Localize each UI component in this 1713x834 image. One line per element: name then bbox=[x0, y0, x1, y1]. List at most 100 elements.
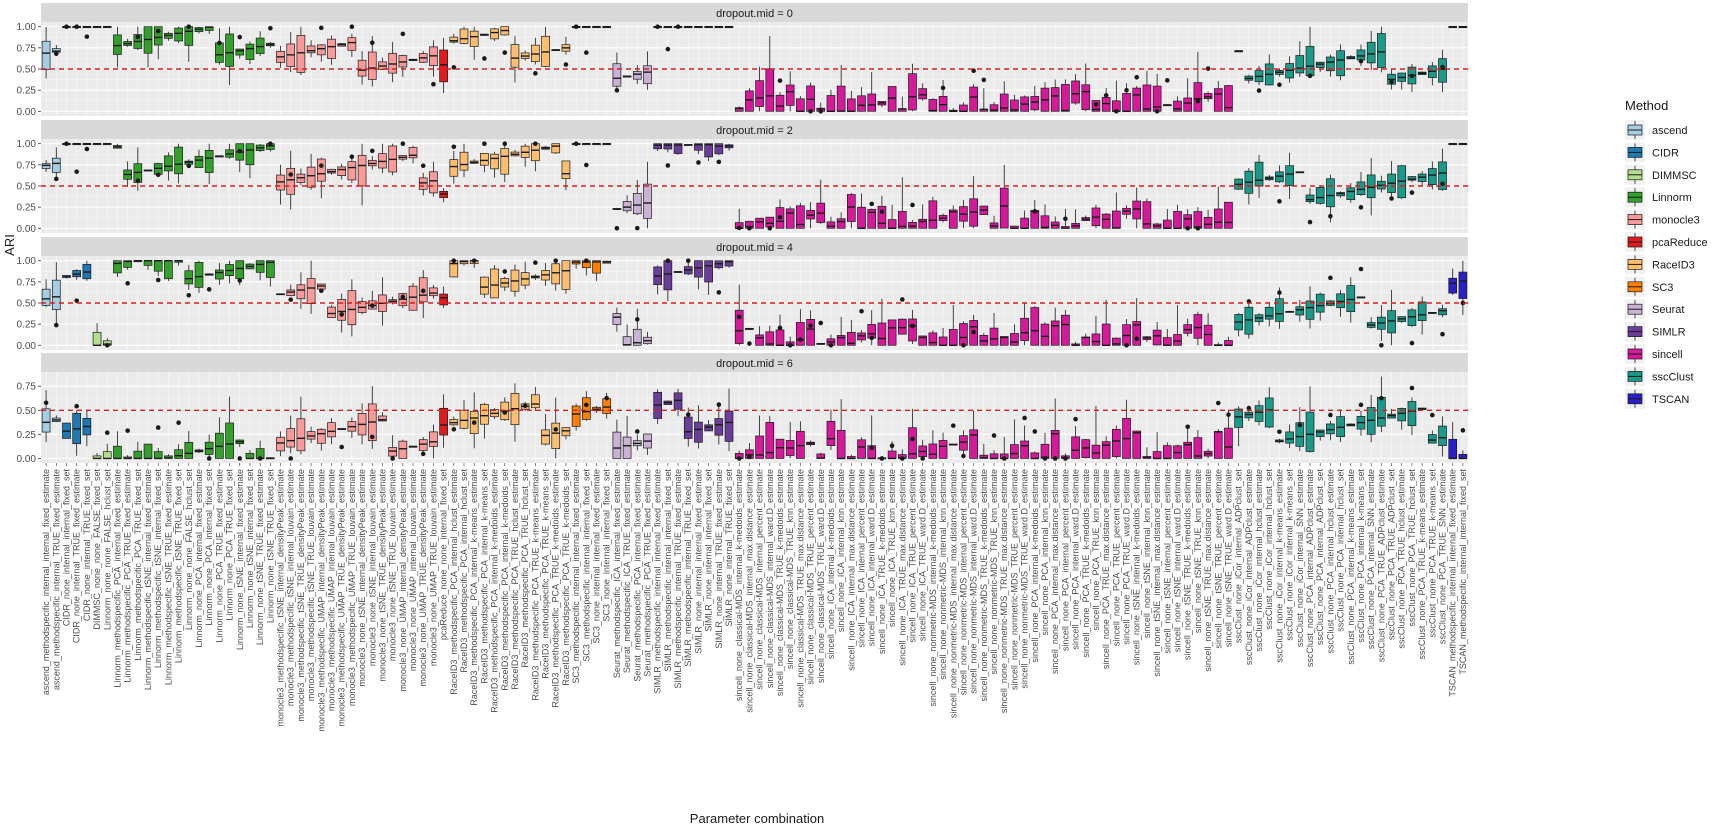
box-body bbox=[1407, 309, 1417, 326]
box-body bbox=[459, 28, 469, 44]
box bbox=[663, 258, 673, 302]
box bbox=[1234, 312, 1243, 337]
box-body bbox=[1071, 80, 1080, 104]
box-outlier bbox=[1409, 73, 1415, 79]
box bbox=[123, 428, 132, 460]
box bbox=[1132, 298, 1142, 346]
x-tick-label: sincell_none_classical-MDS_internal_max.… bbox=[744, 469, 754, 713]
x-tick-label: sincell_none_nonmetric-MDS_internal_max.… bbox=[948, 469, 958, 718]
box bbox=[1020, 210, 1029, 230]
box bbox=[367, 36, 377, 87]
box bbox=[1193, 207, 1203, 231]
box-body bbox=[1448, 277, 1458, 294]
box-body bbox=[948, 329, 958, 346]
box-outlier bbox=[237, 278, 243, 283]
x-tick-label: SIMLR_methodspecific_internal_TRUE_fixed… bbox=[683, 469, 693, 667]
box bbox=[1438, 148, 1447, 191]
box bbox=[755, 217, 764, 229]
box bbox=[847, 192, 856, 229]
x-tick-label: sscClust_none_PCA_TRUE_k-means_set bbox=[1427, 469, 1437, 638]
box-outlier bbox=[471, 420, 477, 425]
x-tick-label: sincell_none_tSNE_TRUE_max.distance_esti… bbox=[1203, 469, 1213, 672]
box bbox=[1305, 386, 1315, 453]
x-tick-label: monocle3_none_tSNE_internal_louvain_esti… bbox=[367, 469, 377, 666]
box bbox=[480, 402, 489, 439]
x-tick-label: SIMLR_methodspecific_internal_internal_f… bbox=[663, 469, 673, 672]
box-outlier bbox=[369, 303, 375, 308]
box-body bbox=[622, 436, 632, 459]
box-outlier bbox=[747, 454, 752, 460]
box bbox=[316, 25, 326, 62]
box bbox=[194, 26, 204, 34]
box-outlier bbox=[533, 260, 538, 265]
box bbox=[1448, 421, 1458, 460]
box bbox=[1458, 428, 1468, 460]
legend: Method ascend CIDR DIMMSC Linnorm monocle3 pc… bbox=[1625, 98, 1708, 409]
box-body bbox=[306, 166, 316, 188]
box-outlier bbox=[777, 325, 783, 331]
box bbox=[989, 215, 999, 229]
box-outlier bbox=[522, 403, 528, 409]
box bbox=[133, 147, 143, 191]
box bbox=[164, 152, 173, 181]
box-body bbox=[887, 450, 897, 459]
box-body bbox=[1183, 97, 1193, 112]
box-outlier bbox=[573, 141, 579, 146]
box-outlier bbox=[1277, 199, 1282, 204]
box-body bbox=[276, 174, 285, 191]
box-body bbox=[306, 278, 316, 304]
box bbox=[908, 408, 917, 459]
box bbox=[1040, 82, 1050, 112]
box bbox=[1030, 429, 1040, 460]
y-tick-label: 0.00 bbox=[17, 107, 37, 118]
x-tick-label: monocle3_none_UMAP_internal_densityPeak_… bbox=[398, 469, 408, 692]
x-tick-label: pcaReduce_none_none_internal_fixed_set bbox=[439, 469, 449, 641]
x-tick-label: Seurat_methodspecific_PCA_TRUE_fixed_est… bbox=[643, 469, 653, 677]
box bbox=[948, 304, 958, 346]
box bbox=[1427, 312, 1437, 314]
box-body bbox=[1295, 55, 1305, 74]
x-tick-label: sincell_none_tSNE_internal_percent_estim… bbox=[1162, 469, 1172, 654]
box-outlier bbox=[767, 226, 773, 231]
legend-entry: RaceID3 bbox=[1625, 254, 1695, 275]
box-body bbox=[143, 443, 153, 459]
box-body bbox=[755, 334, 764, 346]
box bbox=[734, 106, 744, 112]
box bbox=[602, 26, 612, 29]
box-body bbox=[714, 143, 724, 155]
box-body bbox=[989, 104, 999, 112]
box-outlier bbox=[1134, 336, 1140, 342]
x-tick-label: sincell_none_PCA_TRUE_knn_estimate bbox=[1091, 469, 1101, 631]
box bbox=[1020, 302, 1029, 346]
box bbox=[531, 141, 540, 172]
box-outlier bbox=[74, 24, 79, 30]
box-body bbox=[174, 27, 183, 42]
x-tick-label: monocle3_none_UMAP_internal_louvain_esti… bbox=[408, 469, 418, 671]
box-outlier bbox=[818, 320, 824, 326]
box-body bbox=[612, 313, 622, 325]
x-tick-label: sincell_none_tSNE_TRUE_knn_estimate bbox=[1193, 469, 1203, 633]
x-tick-label: sscClust_none_PCA_TRUE_hclust_estimate bbox=[1397, 469, 1407, 649]
box-outlier bbox=[1134, 74, 1140, 80]
box-body bbox=[1315, 187, 1325, 204]
box-body bbox=[969, 429, 978, 459]
legend-entry: Seurat bbox=[1625, 299, 1684, 320]
x-tick-label: sincell_none_ICA_internal_k-medoids_esti… bbox=[826, 469, 836, 659]
box bbox=[459, 260, 469, 266]
box-outlier bbox=[899, 456, 905, 461]
x-tick-label: sincell_none_ICA_internal_knn_estimate bbox=[836, 469, 846, 632]
box-outlier bbox=[155, 425, 161, 430]
box-outlier bbox=[1185, 424, 1190, 430]
box-body bbox=[1346, 285, 1356, 313]
box bbox=[948, 423, 958, 446]
box-body bbox=[286, 167, 296, 195]
box bbox=[785, 421, 795, 459]
x-tick-label: RaceID3_methodspecific_PCA_TRUE_k-means_… bbox=[541, 469, 551, 679]
box bbox=[551, 258, 561, 291]
box bbox=[826, 409, 836, 451]
box bbox=[908, 309, 917, 344]
legend-label: Seurat bbox=[1652, 304, 1684, 316]
box bbox=[520, 401, 530, 411]
box-body bbox=[500, 148, 510, 175]
box bbox=[551, 397, 561, 459]
